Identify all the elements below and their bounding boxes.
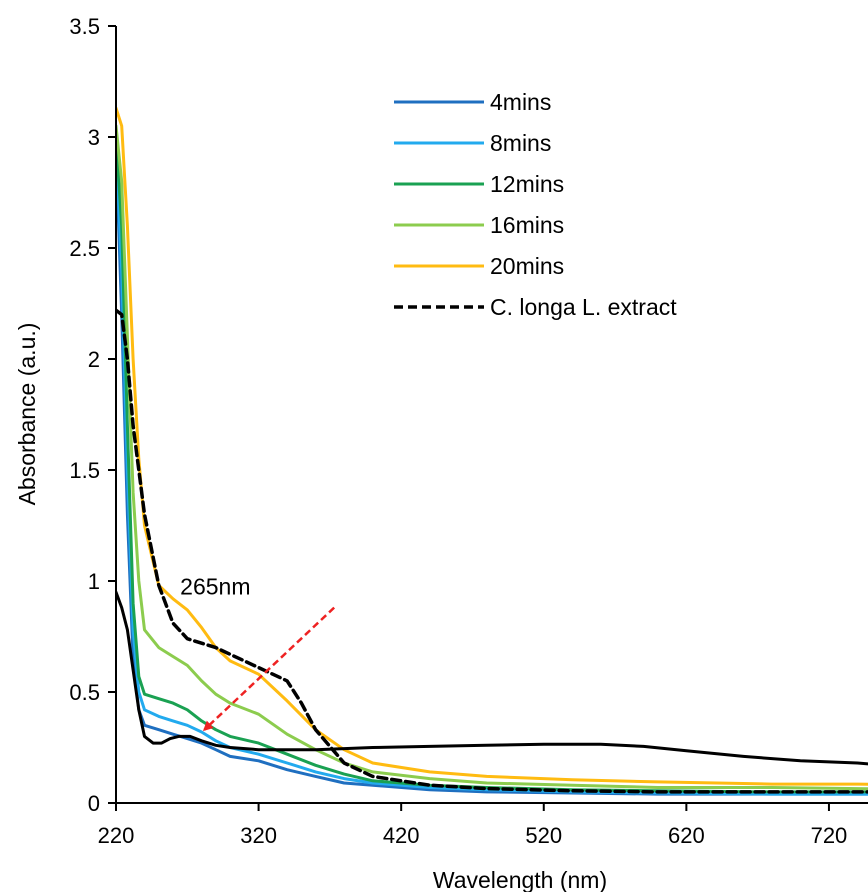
- legend-label: C. longa L. extract: [490, 294, 677, 320]
- y-tick-label: 2.5: [69, 236, 100, 261]
- annotations: 265nm: [180, 573, 336, 732]
- series-line-8mins: [116, 142, 868, 796]
- series-line-unlabeled: [116, 590, 868, 766]
- series-line-16mins: [116, 124, 868, 791]
- x-tick-label: 620: [668, 823, 705, 848]
- series-layer: [116, 106, 868, 796]
- y-tick-label: 3: [88, 125, 100, 150]
- y-tick-label: 1: [88, 569, 100, 594]
- legend-label: 4mins: [490, 89, 551, 115]
- x-tick-label: 220: [98, 823, 135, 848]
- y-axis-label: Absorbance (a.u.): [14, 323, 40, 506]
- series-line-c-longa-l-extract: [116, 308, 868, 794]
- legend-label: 12mins: [490, 171, 564, 197]
- series-line-20mins: [116, 106, 868, 786]
- y-tick-label: 2: [88, 347, 100, 372]
- legend-label: 20mins: [490, 253, 564, 279]
- y-tick-label: 3.5: [69, 14, 100, 39]
- y-tick-label: 1.5: [69, 458, 100, 483]
- x-tick-label: 320: [240, 823, 277, 848]
- y-tick-label: 0.5: [69, 680, 100, 705]
- y-tick-label: 0: [88, 791, 100, 816]
- x-tick-label: 420: [383, 823, 420, 848]
- y-ticks: 0 0.5 1 1.5 2 2.5 3 3.5: [69, 14, 116, 816]
- annotation-label: 265nm: [180, 573, 250, 599]
- x-axis-label: Wavelength (nm): [433, 867, 607, 892]
- legend: 4mins 8mins 12mins 16mins 20mins C. longa L. …: [394, 89, 677, 320]
- series-line-4mins: [116, 146, 868, 796]
- x-ticks: 220 320 420 520 620 720: [98, 803, 848, 848]
- legend-label: 16mins: [490, 212, 564, 238]
- x-tick-label: 520: [525, 823, 562, 848]
- legend-label: 8mins: [490, 130, 551, 156]
- x-tick-label: 720: [811, 823, 848, 848]
- annotation-arrow: [202, 606, 336, 732]
